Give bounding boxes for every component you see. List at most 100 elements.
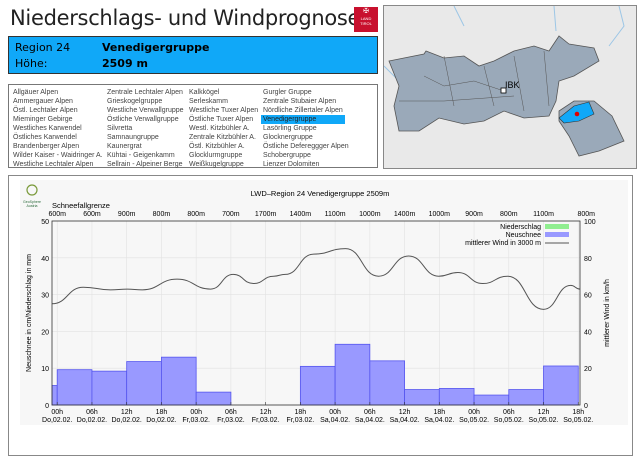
x-tick-day: Sa,04.02. [320,417,350,424]
snowline-value: 700m [222,211,240,218]
snowline-value: 1400m [290,211,312,218]
y-tick-label: 10 [41,366,49,373]
region-list-item[interactable]: Nördliche Zillertaler Alpen [263,107,343,114]
region-list-item[interactable]: Zentrale Lechtaler Alpen [107,89,183,96]
region-list-item[interactable]: Westl. Kitzbühler A. [189,125,250,132]
region-list-item[interactable]: Sellrain - Alpeiner Berge [107,161,183,168]
x-tick-hour: 18h [572,409,584,416]
neuschnee-bar [473,394,510,406]
x-tick-day: Fr,03.02. [217,417,245,424]
x-tick-hour: 00h [51,409,63,416]
plot-area-border [51,220,581,406]
y2-axis-label: mittlerer Wind in km/h [604,279,611,347]
neuschnee-bar [369,360,405,406]
region-list-item[interactable]: Zentrale Stubaier Alpen [263,98,337,105]
region-list-item[interactable]: Östliches Karwendel [13,134,77,141]
y2-tick-label: 80 [584,256,592,263]
x-tick-hour: 06h [503,409,515,416]
neuschnee-bar [299,365,336,406]
region-list-item[interactable]: Lienzer Dolomiten [263,161,320,168]
geosphere-logo: GeoSphere Austria [23,184,41,208]
snowline-value: 800m [153,211,171,218]
x-tick-hour: 06h [364,409,376,416]
region-map[interactable]: IBK [383,5,637,169]
neuschnee-bar [195,391,232,406]
eagle-icon: ✠ [363,8,369,15]
region-list-item[interactable]: Serleskamm [189,98,228,105]
x-tick-day: So,05.02. [459,417,489,424]
region-label: Region 24 [15,41,71,54]
y-tick-label: 50 [41,219,49,226]
region-list-item[interactable]: Brandenberger Alpen [13,143,80,150]
y-tick-label: 30 [41,293,49,300]
wind-line [51,248,581,310]
region-list-item[interactable]: Gurgler Gruppe [263,89,312,96]
neuschnee-bar [91,370,128,406]
chart-title: LWD–Region 24 Venedigergruppe 2509m [251,189,390,198]
x-tick-day: Fr,03.02. [252,417,280,424]
x-tick-day: Sa,04.02. [424,417,454,424]
region-list-item[interactable]: Glocknergruppe [263,134,313,141]
x-tick-hour: 12h [538,409,550,416]
region-list-item[interactable]: Kalkkögel [189,89,220,96]
x-tick-day: Do,02.02. [146,417,176,424]
height-value: 2509 m [102,57,148,70]
snowline-value: 600m [48,211,66,218]
snowline-value: 1700m [255,211,277,218]
neuschnee-bar [56,369,93,406]
region-list-item[interactable]: Östliche Defereggger Alpen [263,143,349,150]
region-list-item[interactable]: Östliche Tuxer Alpen [189,116,254,123]
region-list-item[interactable]: Venedigergruppe [261,115,345,124]
region-list-item[interactable]: Wilder Kaiser - Waidringer A. [13,152,103,159]
neuschnee-bar [161,356,197,406]
region-list-item[interactable]: Allgäuer Alpen [13,89,59,96]
snowline-value: 800m [500,211,518,218]
snowline-value: 1000m [359,211,381,218]
y-axis-label: Neuschnee in cm/Niederschlag in mm [26,254,33,372]
x-tick-hour: 00h [190,409,202,416]
neuschnee-bar [404,389,440,406]
x-tick-hour: 06h [225,409,237,416]
region-list-item[interactable]: Silvretta [107,125,133,132]
region-list-item[interactable]: Weißkugelgruppe [189,161,244,168]
tirol-region[interactable] [388,35,600,132]
region-list-item[interactable]: Schobergruppe [263,152,311,159]
region-list-item[interactable]: Ammergauer Alpen [13,98,73,105]
legend-label: mittlerer Wind in 3000 m [465,240,541,247]
region-marker-icon [574,111,580,117]
snowline-value: 1100m [533,211,554,218]
region-list-item[interactable]: Glocklurmgruppe [189,152,243,159]
region-list-item[interactable]: Kaunergrat [107,143,142,150]
neuschnee-bar [543,365,579,406]
region-list-item[interactable]: Grieskogelgruppe [107,98,163,105]
region-list-item[interactable]: Östl. Kitzbühler A. [189,143,245,150]
region-list-item[interactable]: Zentrale Kitzbühler A. [189,134,256,141]
legend-label: Niederschlag [500,224,541,231]
region-list-item[interactable]: Kühtai - Geigenkamm [107,152,175,159]
x-tick-hour: 12h [260,409,272,416]
x-tick-hour: 00h [468,409,480,416]
x-tick-hour: 18h [156,409,168,416]
region-list-item[interactable]: Östl. Lechtaler Alpen [13,107,78,114]
region-list: Allgäuer Alpen Ammergauer Alpen Östl. Lech… [8,84,378,168]
region-list-item[interactable]: Westliche Lechtaler Alpen [13,161,94,168]
region-list-item[interactable]: Östliche Verwallgruppe [107,116,179,123]
legend-label: Neuschnee [506,232,542,239]
neuschnee-bar [126,361,162,406]
city-label: IBK [505,80,520,90]
neuschnee-bar [438,388,475,406]
height-label: Höhe: [15,57,48,70]
svg-text:Austria: Austria [27,204,38,208]
y-tick-label: 20 [41,329,49,336]
y2-tick-label: 0 [584,403,588,410]
x-tick-hour: 18h [433,409,445,416]
x-tick-day: Fr,03.02. [287,417,315,424]
region-list-item[interactable]: Lasörling Gruppe [263,125,317,132]
region-list-item[interactable]: Westliches Karwendel [13,125,82,132]
y-tick-label: 0 [45,403,49,410]
region-list-item[interactable]: Westliche Verwallgruppe [107,107,184,114]
region-list-item[interactable]: Samnaungruppe [107,134,159,141]
region-info: Region 24 Venedigergruppe Höhe: 2509 m [8,36,378,74]
region-list-item[interactable]: Mieminger Gebirge [13,116,73,123]
region-list-item[interactable]: Westliche Tuxer Alpen [189,107,259,114]
